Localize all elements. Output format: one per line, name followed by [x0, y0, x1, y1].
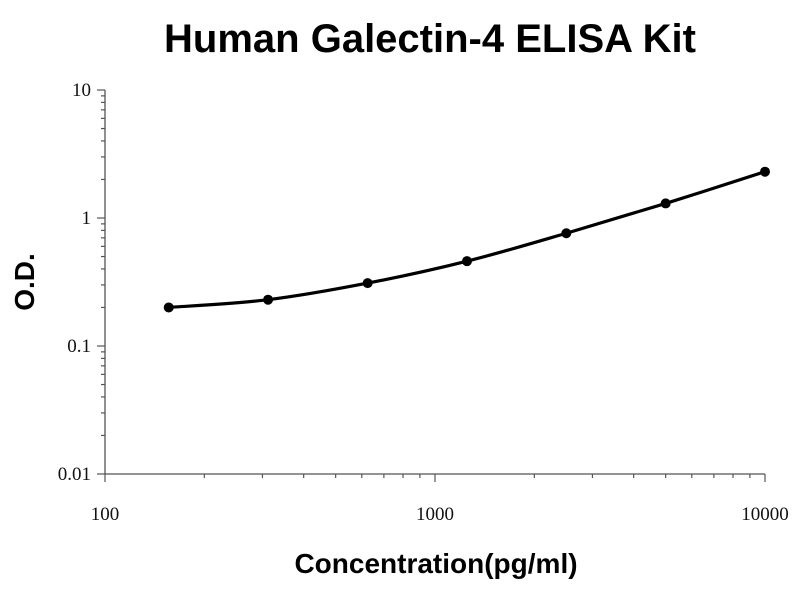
- series-curve: [168, 170, 766, 310]
- data-point: [561, 228, 572, 239]
- y-tick-label: 10: [72, 80, 91, 101]
- data-points: [163, 166, 770, 313]
- axes: [104, 90, 765, 475]
- x-tick-label: 10000: [741, 504, 789, 525]
- data-point: [263, 294, 274, 305]
- x-axis-ticks: 100 1000 10000: [91, 474, 789, 525]
- data-point: [362, 278, 373, 289]
- data-point: [461, 256, 472, 267]
- y-tick-label: 0.01: [58, 464, 91, 485]
- data-point: [660, 198, 671, 209]
- data-point: [163, 302, 174, 313]
- y-axis-ticks: 0.01 0.1 1 10: [58, 80, 105, 485]
- x-tick-label: 1000: [416, 504, 454, 525]
- data-point: [760, 166, 770, 177]
- y-tick-label: 0.1: [67, 336, 91, 357]
- y-tick-label: 1: [82, 208, 92, 229]
- chart-title: Human Galectin-4 ELISA Kit: [164, 17, 696, 61]
- x-axis-label: Concentration(pg/ml): [294, 548, 577, 579]
- x-tick-label: 100: [91, 504, 120, 525]
- y-axis-label: O.D.: [9, 253, 40, 311]
